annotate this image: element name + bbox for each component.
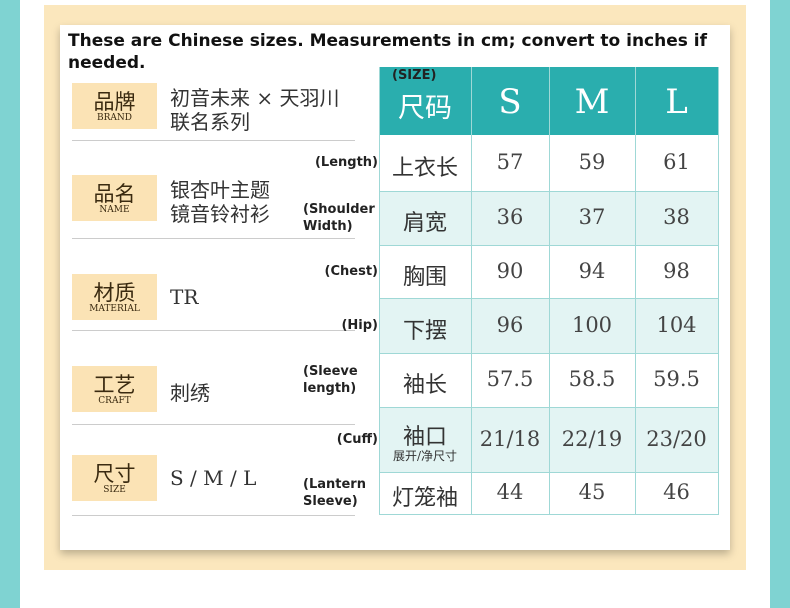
label-en: (Length)	[314, 154, 378, 170]
cell: 38	[663, 205, 690, 229]
label: 工艺	[93, 373, 136, 397]
size-label: 尺码	[398, 93, 452, 124]
row-label: 灯笼袖	[391, 486, 458, 511]
label: 品名	[93, 182, 136, 206]
row-bg	[379, 354, 718, 408]
cell: 90	[496, 258, 524, 283]
label: 品牌	[93, 90, 136, 114]
label-en: Width)	[303, 219, 353, 234]
label-box	[72, 175, 157, 221]
row-bg	[379, 408, 718, 473]
row-sublabel: 展开/净尺寸	[392, 448, 458, 463]
grid-line	[718, 67, 719, 515]
table-header	[379, 67, 718, 135]
grid-line	[471, 67, 472, 515]
label-en: (Sleeve	[303, 364, 358, 379]
label-en: Sleeve)	[303, 494, 358, 509]
value: S / M / L	[170, 466, 257, 490]
cell: 58.5	[568, 367, 616, 391]
size-en: (SIZE)	[392, 68, 437, 83]
cell: 98	[663, 258, 690, 283]
grid-line	[379, 67, 380, 515]
cell: 21/18	[479, 426, 541, 451]
cell: 100	[571, 312, 613, 337]
cell: 94	[578, 258, 606, 283]
cell: 61	[663, 149, 690, 174]
cell: 44	[496, 480, 524, 504]
label-box	[72, 366, 157, 412]
size-name: S	[498, 82, 522, 122]
row-label: 上衣长	[391, 155, 458, 181]
value: 银杏叶主题	[170, 178, 270, 202]
value: TR	[170, 285, 199, 309]
label-en: (Shoulder	[303, 202, 375, 217]
row-label: 袖长	[402, 373, 447, 398]
label: 材质	[93, 281, 136, 305]
row-label: 胸围	[402, 264, 447, 290]
cell: 59.5	[653, 367, 700, 391]
teal-edge	[0, 0, 20, 608]
row-label: 袖口	[402, 424, 447, 450]
row-bg	[379, 192, 718, 246]
cell: 104	[656, 312, 697, 337]
label-en: (Lantern	[303, 477, 366, 492]
label-en: length)	[303, 381, 357, 396]
grid-line	[549, 67, 550, 515]
label-box	[72, 274, 157, 320]
row-bg	[379, 246, 718, 299]
row-label: 肩宽	[402, 211, 447, 236]
value: 刺绣	[170, 381, 210, 405]
grid-line	[635, 67, 636, 515]
cell: 46	[663, 480, 690, 504]
label-en: SIZE	[103, 485, 126, 495]
label-en: (Chest)	[324, 263, 378, 279]
row-bg	[379, 299, 718, 354]
size-name: M	[574, 82, 610, 122]
label-en: MATERIAL	[89, 304, 140, 314]
cell: 57	[496, 149, 524, 174]
label-en: NAME	[99, 205, 130, 215]
row-label: 下摆	[402, 318, 447, 344]
separator	[72, 238, 355, 239]
label-en: BRAND	[97, 113, 132, 123]
cell: 59	[578, 149, 606, 174]
cell: 96	[496, 312, 524, 337]
value: 联名系列	[170, 110, 250, 134]
separator	[72, 330, 355, 331]
separator	[72, 424, 355, 425]
cell: 57.5	[486, 367, 534, 391]
value: 镜音铃衬衫	[170, 202, 270, 226]
row-bg	[379, 135, 718, 192]
label-box	[72, 455, 157, 501]
label-en: CRAFT	[98, 396, 131, 406]
label-en: (Hip)	[341, 317, 378, 333]
separator	[72, 140, 355, 141]
value: 初音未来 × 天羽川	[170, 86, 340, 110]
cell: 37	[578, 205, 606, 229]
separator	[72, 515, 355, 516]
teal-edge	[770, 0, 790, 608]
cell: 45	[578, 480, 606, 504]
label: 尺寸	[93, 462, 136, 486]
cell: 23/20	[646, 426, 707, 451]
cell: 36	[496, 205, 524, 229]
note: These are Chinese sizes. Measurements in…	[68, 31, 708, 73]
size-name: L	[665, 82, 688, 122]
cell: 22/19	[561, 426, 623, 451]
label-box	[72, 83, 157, 129]
label-en: (Cuff)	[336, 431, 378, 447]
row-bg	[379, 473, 718, 515]
